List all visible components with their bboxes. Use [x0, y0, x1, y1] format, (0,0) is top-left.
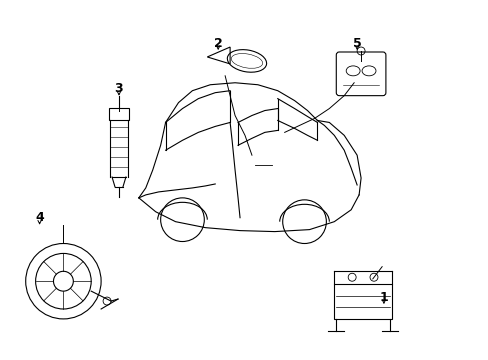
- Text: 4: 4: [35, 211, 44, 224]
- Text: 1: 1: [379, 291, 387, 303]
- Bar: [334, 284, 391, 319]
- Text: 3: 3: [114, 82, 123, 95]
- Bar: [109, 108, 129, 121]
- Text: 2: 2: [213, 37, 222, 50]
- Text: 5: 5: [352, 37, 361, 50]
